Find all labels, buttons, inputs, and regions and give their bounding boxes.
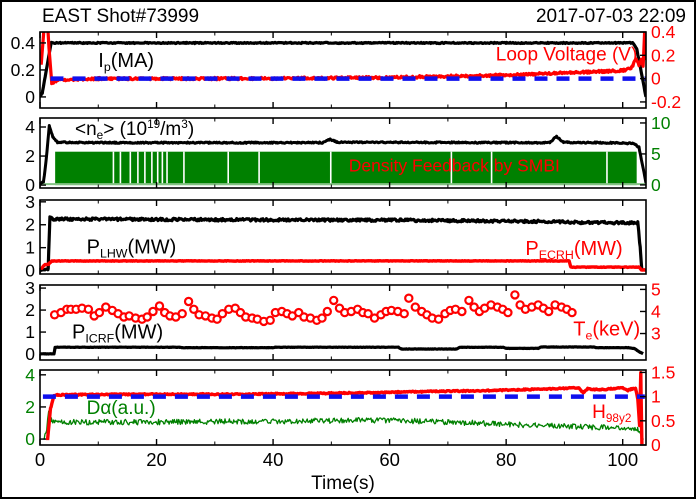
series-line-averaged-density xyxy=(40,124,646,186)
y-tick-label-left: 4 xyxy=(25,117,35,137)
x-tick-label: 60 xyxy=(379,449,400,470)
y-tick-label-left: 0 xyxy=(25,344,35,364)
plhw-label: PLHW(MW) xyxy=(87,236,177,260)
series-plasma-current xyxy=(40,40,646,99)
series-p-icrf xyxy=(40,345,644,356)
panel-frame xyxy=(39,199,647,275)
y-tick-label-right: 0 xyxy=(651,435,661,455)
x-tick-label: 20 xyxy=(146,449,167,470)
x-axis-title: Time(s) xyxy=(311,473,375,494)
y-tick-label-right: 10 xyxy=(651,113,671,133)
y-tick-label-right: 3 xyxy=(651,324,661,344)
series-p-lhw xyxy=(40,215,644,273)
dalpha-label: Dα(a.u.) xyxy=(87,398,156,419)
y-tick-label-right: 0 xyxy=(651,175,661,195)
series-te-central xyxy=(49,290,577,327)
y-tick-label-left: 3 xyxy=(25,192,35,212)
y-tick-label-left: 0 xyxy=(25,87,35,107)
ne-label: <ne> (1019/m3) xyxy=(75,118,194,142)
y-tick-label-right: 1.5 xyxy=(651,362,675,382)
y-tick-label-right: -0.2 xyxy=(651,92,681,112)
x-tick-label: 100 xyxy=(607,449,638,470)
panel-density: <ne> (1019/m3) Density Feedback by SMBI 4 2… xyxy=(25,113,670,195)
y-tick-label-left: 2 xyxy=(25,215,35,235)
x-tick-label: 80 xyxy=(496,449,517,470)
ip-label: Ip(MA) xyxy=(98,50,154,74)
y-tick-label-right: 0.5 xyxy=(651,411,675,431)
shot-title: EAST Shot#73999 xyxy=(42,6,200,27)
y-tick-label-left: 0 xyxy=(25,175,35,195)
y-tick-label-left: 0 xyxy=(25,429,35,449)
y-tick-label-left: 2 xyxy=(25,300,35,320)
te-label: Te(keV) xyxy=(573,318,640,342)
y-tick-label-right: 0.4 xyxy=(651,22,676,42)
y-tick-label-right: 0 xyxy=(651,69,661,89)
series-p-ecrh xyxy=(40,259,646,272)
y-tick-label-right: 4 xyxy=(651,301,661,321)
y-tick-label-right: 1 xyxy=(651,387,661,407)
x-tick-label: 0 xyxy=(35,449,45,470)
series-h98y2 xyxy=(45,371,644,445)
timestamp: 2017-07-03 22:09 xyxy=(535,6,686,27)
smbi-feedback-label: Density Feedback by SMBI xyxy=(349,155,560,175)
panel-frame xyxy=(39,284,647,361)
y-tick-label-right: 5 xyxy=(651,279,661,299)
x-tick-label: 40 xyxy=(263,449,284,470)
pecrh-label: PECRH(MW) xyxy=(525,238,622,262)
panel-lhw-ecrh: PLHW(MW) PECRH(MW) 3 2 1 0 xyxy=(25,192,647,281)
panel-dalpha-h98: Dα(a.u.) H98y2 4 2 0 1.5 1 0.5 0 xyxy=(25,362,675,455)
y-tick-label-left: 2 xyxy=(25,397,35,417)
y-tick-label-left: 2 xyxy=(25,146,35,166)
y-tick-label-left: 0.4 xyxy=(11,33,36,53)
panel-frame xyxy=(39,117,647,189)
y-tick-label-left: 0.2 xyxy=(11,60,35,80)
y-tick-label-left: 1 xyxy=(25,322,35,342)
series-d-alpha xyxy=(43,410,644,441)
y-tick-label-left: 3 xyxy=(25,278,35,298)
y-tick-label-right: 0.2 xyxy=(651,45,675,65)
picrf-label: PICRF(MW) xyxy=(72,322,163,346)
y-tick-label-left: 0 xyxy=(25,261,35,281)
loop-voltage-label: Loop Voltage (V) xyxy=(496,45,638,66)
panel-ip-loopv: Ip(MA) Loop Voltage (V) 0.4 0.2 0 0.4 0.2 0 -0.2 xyxy=(11,22,681,112)
y-tick-label-left: 1 xyxy=(25,238,35,258)
y-tick-label-left: 4 xyxy=(25,365,35,385)
h98-label: H98y2 xyxy=(592,402,631,425)
y-tick-label-right: 5 xyxy=(651,144,661,164)
